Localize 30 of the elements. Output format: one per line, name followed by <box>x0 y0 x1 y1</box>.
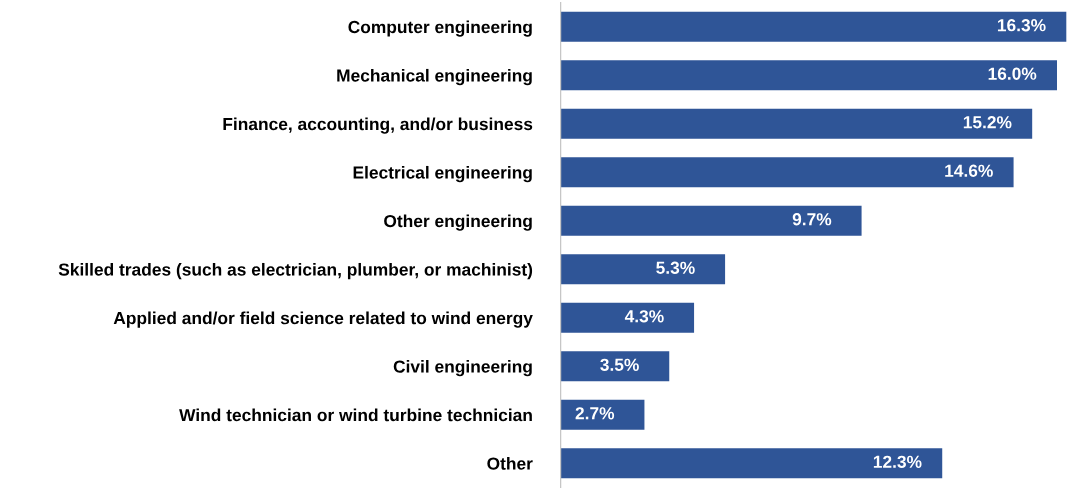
y-tick-label: Wind technician or wind turbine technician <box>179 408 532 422</box>
data-label: 2.7% <box>575 407 615 420</box>
data-label: 16.0% <box>988 67 1037 80</box>
data-label: 12.3% <box>873 455 922 468</box>
bar <box>560 254 726 285</box>
bar <box>560 60 1057 91</box>
bar <box>560 157 1014 188</box>
data-label: 16.3% <box>997 19 1046 32</box>
y-tick-label: Computer engineering <box>348 20 532 37</box>
y-tick-label: Skilled trades (such as electrician, plumber, or machinist) <box>58 262 533 280</box>
data-label: 15.2% <box>963 116 1012 129</box>
data-label: 9.7% <box>792 213 832 226</box>
data-label: 14.6% <box>945 164 993 177</box>
bar <box>560 205 862 236</box>
data-label: 5.3% <box>656 261 695 274</box>
y-tick-label: Mechanical engineering <box>337 68 532 86</box>
bar <box>560 399 645 430</box>
y-tick-label: Electrical engineering <box>353 165 532 183</box>
y-tick-label: Civil engineering <box>393 359 532 377</box>
bar <box>560 108 1033 139</box>
y-tick-label: Other <box>487 457 533 470</box>
data-label: 4.3% <box>624 310 664 323</box>
data-label: 3.5% <box>600 358 639 371</box>
bar <box>560 11 1067 42</box>
bar <box>560 448 943 479</box>
y-tick-label: Applied and/or field science related to wind energy <box>113 311 533 328</box>
bar <box>560 302 695 333</box>
y-tick-label: Finance, accounting, and/or business <box>223 117 533 134</box>
y-tick-label: Other engineering <box>384 214 532 231</box>
bar <box>560 351 670 382</box>
